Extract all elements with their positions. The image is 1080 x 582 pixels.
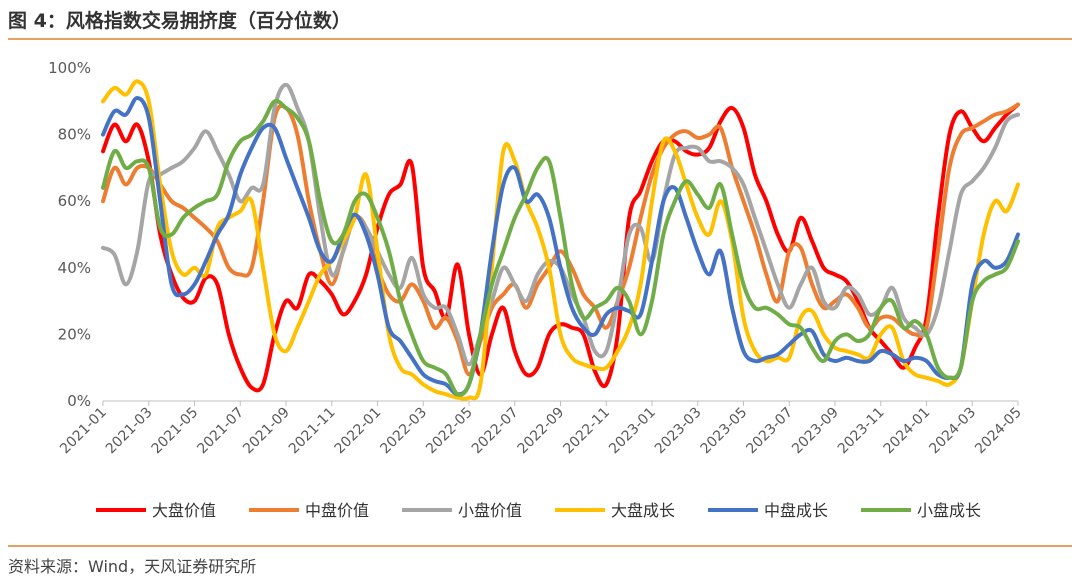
source-divider: [8, 545, 1072, 547]
series-line-1: [101, 102, 1020, 393]
x-tick-label: 2023-01: [606, 405, 659, 458]
x-tick-label: 2024-05: [972, 405, 1025, 458]
x-tick-label: 2023-09: [789, 405, 842, 458]
series-line-4: [101, 79, 1020, 401]
legend-label: 中盘价值: [305, 501, 369, 520]
x-tick-label: 2024-03: [926, 405, 979, 458]
x-tick-label: 2021-05: [149, 405, 202, 458]
x-tick-label: 2021-11: [286, 405, 339, 458]
x-tick-label: 2023-11: [835, 405, 888, 458]
x-tick-label: 2024-01: [881, 405, 934, 458]
series-lines: [101, 79, 1020, 401]
y-tick-label: 60%: [58, 192, 91, 210]
series-line-6: [101, 98, 1020, 397]
x-tick-label: 2022-03: [377, 405, 430, 458]
y-tick-label: 0%: [67, 392, 91, 410]
y-tick-label: 100%: [48, 59, 91, 77]
chart-svg: 0% 20% 40% 60% 80% 100% 2021-012021-032021-05…: [48, 59, 1025, 520]
legend-label: 小盘价值: [458, 501, 522, 520]
series-line-5: [101, 96, 1020, 397]
x-tick-label: 2023-07: [743, 405, 796, 458]
y-tick-label: 80%: [58, 126, 91, 144]
legend-label: 大盘价值: [152, 501, 216, 520]
x-tick-label: 2022-07: [469, 405, 522, 458]
source-note: 资料来源：Wind，天风证券研究所: [8, 557, 257, 576]
x-tick-label: 2022-05: [423, 405, 476, 458]
chart-title: 图 4：风格指数交易拥挤度（百分位数）: [8, 10, 351, 32]
x-tick-label: 2023-05: [698, 405, 751, 458]
legend-label: 小盘成长: [917, 501, 981, 520]
x-tick-label: 2021-01: [57, 405, 110, 458]
y-tick-label: 20%: [58, 325, 91, 343]
x-ticks: 2021-012021-032021-052021-072021-092021-…: [57, 401, 1025, 457]
y-tick-label: 40%: [58, 259, 91, 277]
x-tick-label: 2022-11: [560, 405, 613, 458]
title-divider: [8, 38, 1072, 40]
x-tick-label: 2021-09: [240, 405, 293, 458]
legend-label: 中盘成长: [764, 501, 828, 520]
x-tick-label: 2022-01: [332, 405, 385, 458]
x-tick-label: 2021-07: [194, 405, 247, 458]
legend: 大盘价值 中盘价值 小盘价值 大盘成长 中盘成长 小盘成长: [96, 501, 981, 520]
x-tick-label: 2022-09: [515, 405, 568, 458]
series-line-2: [101, 102, 1020, 377]
x-tick-label: 2023-03: [652, 405, 705, 458]
legend-label: 大盘成长: [611, 501, 675, 520]
x-tick-label: 2021-03: [103, 405, 156, 458]
y-ticks: 0% 20% 40% 60% 80% 100%: [48, 59, 91, 410]
